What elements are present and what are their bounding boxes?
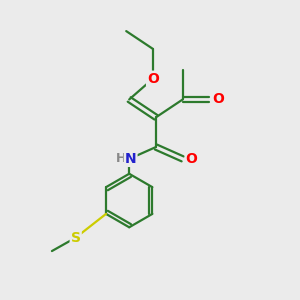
Text: O: O — [147, 72, 159, 86]
Text: S: S — [71, 231, 81, 245]
Text: O: O — [212, 92, 224, 106]
Text: N: N — [125, 152, 136, 166]
Text: H: H — [116, 152, 126, 165]
Text: O: O — [186, 152, 197, 166]
